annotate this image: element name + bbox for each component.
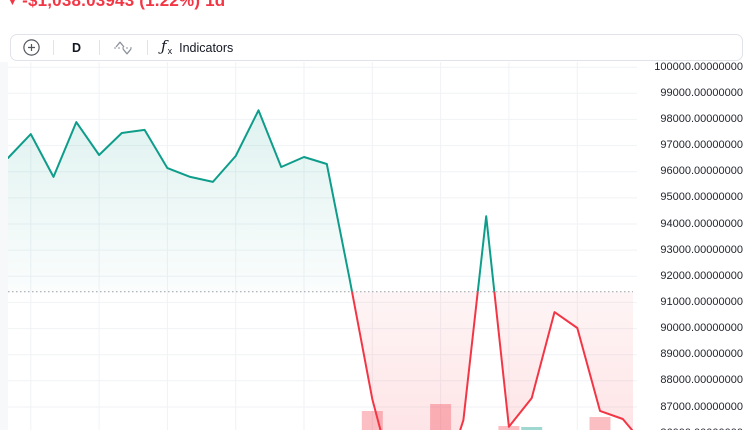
interval-button[interactable]: D	[65, 35, 88, 60]
area-fill-up	[8, 110, 495, 292]
add-symbol-button[interactable]	[21, 35, 42, 60]
interval-label: D	[72, 40, 82, 55]
y-axis-label: 97000.00000000	[660, 139, 743, 152]
y-axis-label: 86000.00000000	[660, 427, 743, 430]
y-axis-label: 89000.00000000	[660, 348, 743, 361]
y-axis-label: 99000.00000000	[660, 86, 743, 99]
indicators-button[interactable]: ƒx Indicators	[159, 35, 235, 60]
y-axis-label: 98000.00000000	[660, 112, 743, 125]
toolbar-divider	[99, 40, 101, 55]
fx-icon: ƒx	[161, 37, 173, 57]
price-line-up	[8, 109, 496, 292]
area-fill-down	[352, 291, 633, 435]
y-axis-label: 90000.00000000	[660, 322, 743, 335]
down-arrow-icon: ▼	[7, 0, 19, 8]
chart-toolbar: D ƒx Indicators	[10, 34, 743, 61]
chart-style-button[interactable]	[111, 35, 136, 60]
y-axis-label: 87000.00000000	[660, 400, 743, 413]
toolbar-divider	[147, 40, 149, 55]
y-axis-label: 95000.00000000	[660, 191, 743, 204]
baseline-style-icon	[114, 41, 134, 54]
price-change: ▼ -$1,038.03943 (1.22%) 1d	[7, 0, 225, 11]
toolbar-divider	[53, 40, 54, 55]
pane-left-margin	[0, 62, 8, 430]
price-line-down	[350, 291, 633, 435]
y-axis-label: 93000.00000000	[660, 243, 743, 256]
plus-circle-icon	[23, 39, 40, 56]
y-axis-label: 100000.00000000	[654, 62, 743, 73]
price-change-text: -$1,038.03943 (1.22%) 1d	[22, 0, 226, 10]
y-axis-label: 88000.00000000	[660, 374, 743, 387]
y-axis-label: 96000.00000000	[660, 165, 743, 178]
indicators-label: Indicators	[179, 40, 234, 55]
price-axis[interactable]: 100000.00000000 99000.00000000 98000.00000…	[633, 62, 750, 430]
y-axis-label: 94000.00000000	[660, 217, 743, 230]
volume-bars	[361, 404, 611, 430]
y-axis-label: 92000.00000000	[660, 269, 743, 282]
y-axis-label: 91000.00000000	[660, 295, 743, 308]
